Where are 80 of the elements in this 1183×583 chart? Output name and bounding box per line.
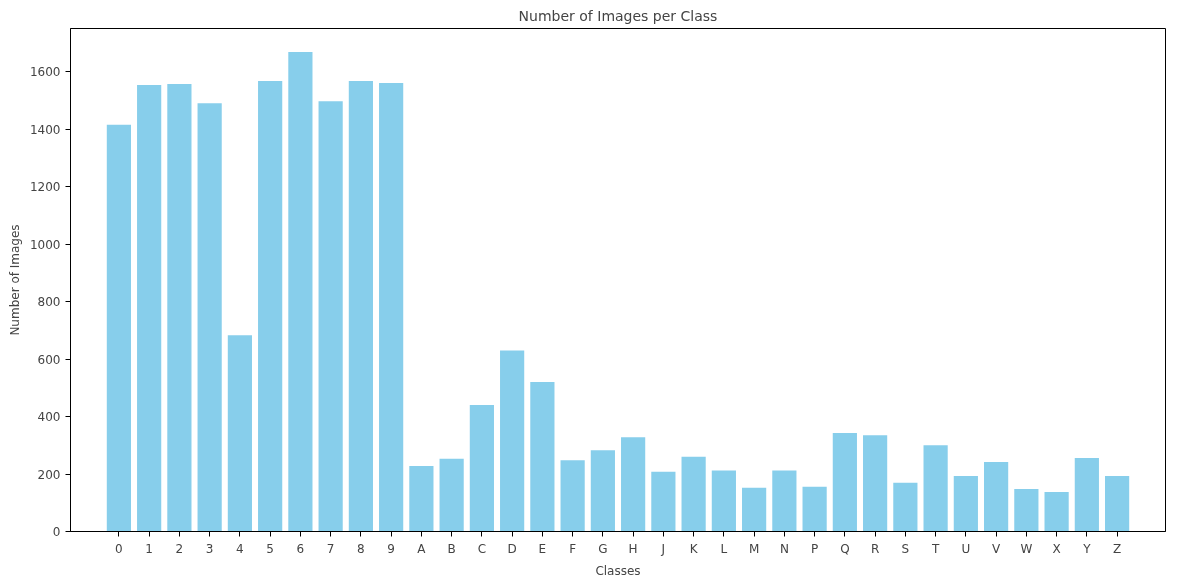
x-tick-label: Q (840, 541, 850, 556)
bar (863, 435, 888, 532)
bar (681, 456, 706, 532)
x-tick-label: 2 (175, 541, 184, 556)
bar (1044, 492, 1069, 532)
bar (1074, 457, 1099, 532)
bar (348, 81, 373, 532)
x-tick-label: 6 (296, 541, 305, 556)
bar (1014, 488, 1039, 532)
y-tick-label: 800 (37, 295, 61, 310)
bar (106, 124, 131, 532)
bar (984, 461, 1009, 532)
x-tick-label: R (870, 541, 880, 556)
x-tick-label: 9 (387, 541, 395, 556)
x-tick-label: C (477, 541, 487, 556)
x-tick-label: P (811, 541, 819, 556)
x-tick-label: K (689, 541, 699, 556)
bar (742, 487, 767, 532)
x-tick-label: Z (1112, 541, 1122, 556)
x-tick-label: W (1020, 541, 1033, 556)
x-tick-label: S (901, 541, 910, 556)
bar (560, 460, 585, 532)
bar (500, 350, 525, 532)
x-tick-label: V (992, 541, 1001, 556)
x-tick-label: 3 (205, 541, 214, 556)
y-tick-label: 0 (52, 525, 61, 539)
bar (953, 476, 978, 532)
bar (621, 437, 646, 532)
x-tick-label: 5 (266, 541, 274, 556)
x-tick-label: M (748, 541, 760, 556)
bar (893, 482, 918, 532)
x-tick-label: G (598, 541, 608, 556)
x-tick-label: 0 (115, 541, 123, 556)
x-tick-label: A (417, 541, 427, 556)
bar (137, 85, 162, 532)
y-tick-label: 1400 (29, 122, 61, 137)
x-tick-label: J (660, 541, 666, 556)
x-tick-label: F (569, 541, 577, 556)
bar (832, 432, 857, 532)
x-tick-label: E (538, 541, 547, 556)
y-axis-title: Number of Images (7, 224, 22, 336)
x-tick-label: Y (1082, 541, 1092, 556)
bar (802, 486, 827, 532)
x-tick-label: 1 (145, 541, 153, 556)
bar (379, 83, 404, 532)
bar (318, 101, 343, 532)
y-tick-label: 1000 (29, 237, 61, 252)
bar (590, 450, 615, 532)
x-tick-label: X (1052, 541, 1061, 556)
y-tick-label: 400 (37, 410, 61, 425)
x-tick-label: L (720, 541, 728, 556)
x-axis-title: Classes (595, 563, 641, 578)
x-tick-label: N (779, 541, 789, 556)
y-tick-label: 600 (37, 352, 61, 367)
x-tick-label: 8 (357, 541, 365, 556)
y-tick-label: 200 (37, 467, 61, 482)
bar (530, 382, 555, 532)
x-tick-label: 4 (236, 541, 244, 556)
y-tick-label: 1600 (29, 65, 61, 80)
bar (1105, 476, 1130, 532)
x-tick-label: D (507, 541, 517, 556)
bar (258, 81, 283, 532)
bar (651, 471, 676, 532)
x-tick-label: 7 (326, 541, 335, 556)
bar (711, 470, 736, 532)
x-tick-label: H (628, 541, 638, 556)
bar (167, 83, 192, 532)
bar (923, 445, 948, 532)
bar (469, 405, 494, 532)
bar (772, 470, 797, 532)
x-tick-label: U (961, 541, 971, 556)
bar (197, 103, 222, 532)
x-tick-label: T (930, 541, 940, 556)
x-tick-label: B (447, 541, 456, 556)
bar (409, 465, 434, 532)
chart-title: Number of Images per Class (518, 7, 718, 24)
bar (288, 52, 313, 532)
bar (227, 335, 252, 532)
bar (439, 458, 464, 532)
y-tick-label: 1200 (29, 180, 61, 195)
